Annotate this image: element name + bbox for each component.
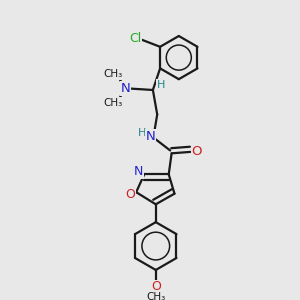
Text: O: O <box>191 146 202 158</box>
Text: H: H <box>157 80 165 90</box>
Text: H: H <box>138 128 146 138</box>
Text: Cl: Cl <box>129 32 141 45</box>
Text: N: N <box>121 82 130 95</box>
Text: O: O <box>151 280 161 293</box>
Text: CH₃: CH₃ <box>103 98 122 108</box>
Text: CH₃: CH₃ <box>146 292 165 300</box>
Text: CH₃: CH₃ <box>103 69 122 79</box>
Text: N: N <box>134 165 143 178</box>
Text: O: O <box>125 188 135 201</box>
Text: N: N <box>146 130 155 142</box>
